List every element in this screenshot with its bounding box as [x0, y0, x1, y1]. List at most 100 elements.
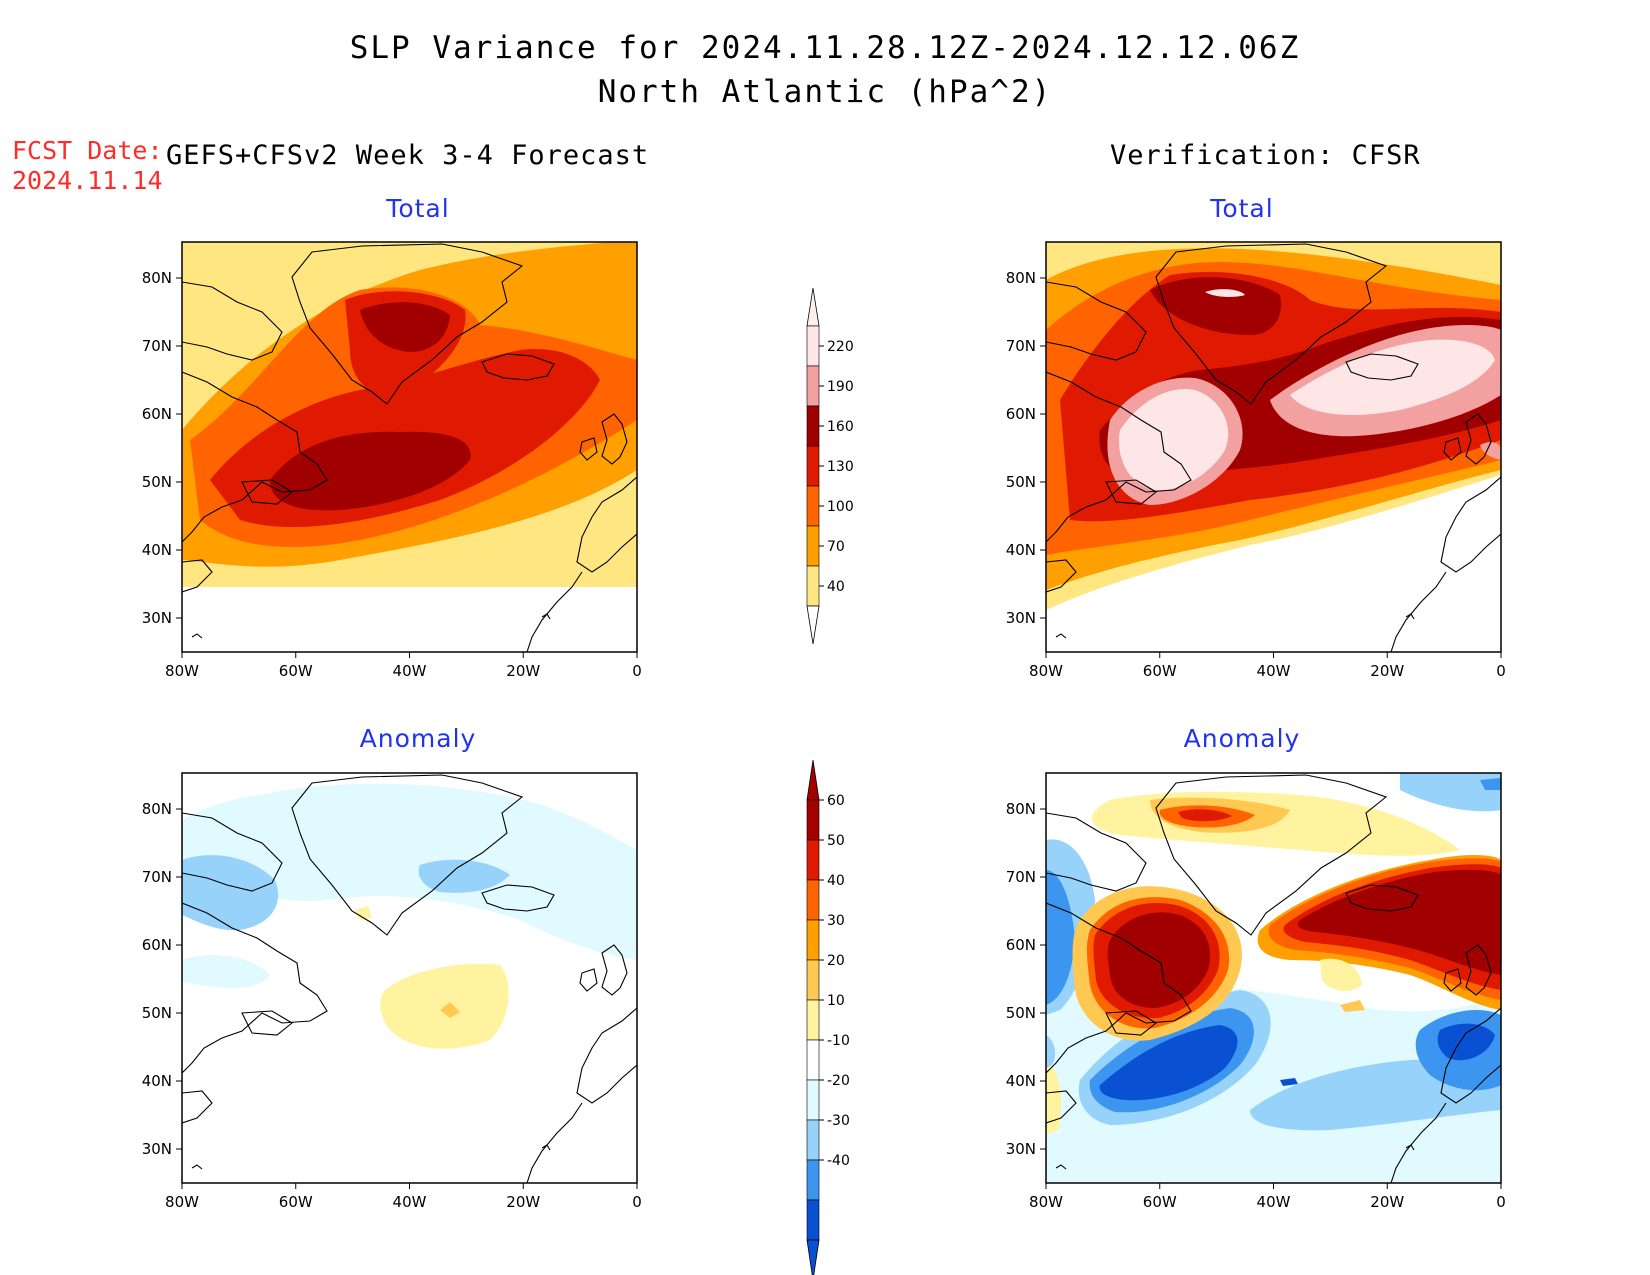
lat-label: 40N	[1006, 541, 1036, 559]
lat-label: 30N	[142, 1140, 172, 1158]
lat-label: 70N	[142, 868, 172, 886]
colorbar-label: 60	[827, 793, 845, 809]
verif-total-field	[1046, 242, 1501, 652]
lat-label: 60N	[142, 936, 172, 954]
colorbar-label: 130	[827, 459, 854, 475]
forecast-anomaly-field	[182, 773, 637, 1183]
forecast-total-title: Total	[386, 194, 450, 223]
colorbar-swatch	[806, 445, 820, 487]
colorbar-swatch	[806, 365, 820, 407]
lat-label: 50N	[1006, 1004, 1036, 1022]
lat-label: 60N	[142, 405, 172, 423]
lat-label: 40N	[142, 541, 172, 559]
colorbar-label: 40	[827, 579, 845, 595]
lon-label: 20W	[506, 1193, 540, 1211]
colorbar-swatch	[806, 879, 820, 921]
lon-label: 60W	[279, 1193, 313, 1211]
lon-label: 20W	[1370, 1193, 1404, 1211]
colorbar-swatch	[806, 959, 820, 1001]
lon-label: 0	[632, 662, 642, 680]
lat-label: 50N	[142, 473, 172, 491]
colorbar-label: 70	[827, 539, 845, 555]
colorbar-swatch	[806, 999, 820, 1041]
colorbar-label: -30	[827, 1113, 850, 1129]
lon-label: 80W	[165, 662, 199, 680]
colorbar-swatch	[806, 565, 820, 607]
colorbar-label: 10	[827, 993, 845, 1009]
colorbar-total: 220 190 160 130 100 70 40	[806, 287, 854, 645]
colorbar-swatch	[806, 1119, 820, 1161]
colorbar-swatch	[806, 325, 820, 367]
lat-label: 70N	[142, 337, 172, 355]
axes-labels: 80N 70N 60N 50N 40N 30N 80W 60W 40W 20W 0 80N 70N 60N…	[142, 269, 1506, 1211]
colorbar-anomaly: 60 50 40 30 20 10 -10 -20 -30 -40	[806, 759, 850, 1275]
lon-label: 60W	[1143, 662, 1177, 680]
lon-label: 60W	[279, 662, 313, 680]
lon-label: 80W	[1029, 1193, 1063, 1211]
colorbar-label: 220	[827, 339, 854, 355]
lat-label: 30N	[1006, 1140, 1036, 1158]
lat-label: 30N	[142, 609, 172, 627]
colorbar-swatch	[806, 1159, 820, 1201]
forecast-date-block: FCST Date: 2024.11.14	[12, 136, 163, 196]
fcst-date: 2024.11.14	[12, 166, 163, 195]
forecast-total-field	[182, 242, 637, 652]
lon-label: 60W	[1143, 1193, 1177, 1211]
colorbar-label: -20	[827, 1073, 850, 1089]
lon-label: 80W	[165, 1193, 199, 1211]
lat-label: 60N	[1006, 936, 1036, 954]
lon-label: 40W	[1257, 662, 1291, 680]
lat-label: 80N	[1006, 269, 1036, 287]
colorbar-label: 50	[827, 833, 845, 849]
colorbar-label: 40	[827, 873, 845, 889]
map-title-line1: SLP Variance for 2024.11.28.12Z-2024.12.…	[349, 30, 1301, 66]
forecast-header: GEFS+CFSv2 Week 3-4 Forecast	[166, 140, 650, 171]
lat-label: 80N	[142, 269, 172, 287]
lon-label: 20W	[1370, 662, 1404, 680]
lat-label: 70N	[1006, 868, 1036, 886]
colorbar-label: 160	[827, 419, 854, 435]
verif-total-title: Total	[1210, 194, 1274, 223]
colorbar-label: 100	[827, 499, 854, 515]
colorbar-label: 30	[827, 913, 845, 929]
colorbar-swatch	[806, 287, 820, 327]
lat-label: 60N	[1006, 405, 1036, 423]
colorbar-swatch	[806, 485, 820, 527]
colorbar-swatch	[806, 1199, 820, 1241]
colorbar-swatch	[806, 525, 820, 567]
lon-label: 20W	[506, 662, 540, 680]
lon-label: 40W	[393, 662, 427, 680]
verif-anomaly-title: Anomaly	[1183, 724, 1301, 753]
forecast-anomaly-title: Anomaly	[359, 724, 477, 753]
colorbar-swatch	[806, 405, 820, 447]
colorbar-swatch	[806, 1079, 820, 1121]
lat-label: 50N	[1006, 473, 1036, 491]
lat-label: 40N	[1006, 1072, 1036, 1090]
colorbar-swatch	[806, 1239, 820, 1275]
lon-label: 0	[632, 1193, 642, 1211]
fcst-label: FCST Date:	[12, 136, 163, 165]
lon-label: 0	[1496, 662, 1506, 680]
colorbar-label: 190	[827, 379, 854, 395]
lat-label: 80N	[142, 800, 172, 818]
colorbar-swatch	[806, 1039, 820, 1081]
colorbar-swatch	[806, 919, 820, 961]
colorbar-swatch	[806, 799, 820, 841]
colorbar-label: -10	[827, 1033, 850, 1049]
lon-label: 40W	[393, 1193, 427, 1211]
lat-label: 50N	[142, 1004, 172, 1022]
lon-label: 40W	[1257, 1193, 1291, 1211]
lat-label: 40N	[142, 1072, 172, 1090]
colorbar-swatch	[806, 839, 820, 881]
lat-label: 30N	[1006, 609, 1036, 627]
map-title-line2: North Atlantic (hPa^2)	[597, 74, 1053, 110]
verification-header: Verification: CFSR	[1110, 140, 1421, 171]
lon-label: 80W	[1029, 662, 1063, 680]
colorbar-swatch	[806, 605, 820, 645]
verif-anomaly-field	[1046, 773, 1501, 1183]
colorbar-swatch	[806, 759, 820, 801]
lat-label: 70N	[1006, 337, 1036, 355]
colorbar-label: -40	[827, 1153, 850, 1169]
lon-label: 0	[1496, 1193, 1506, 1211]
